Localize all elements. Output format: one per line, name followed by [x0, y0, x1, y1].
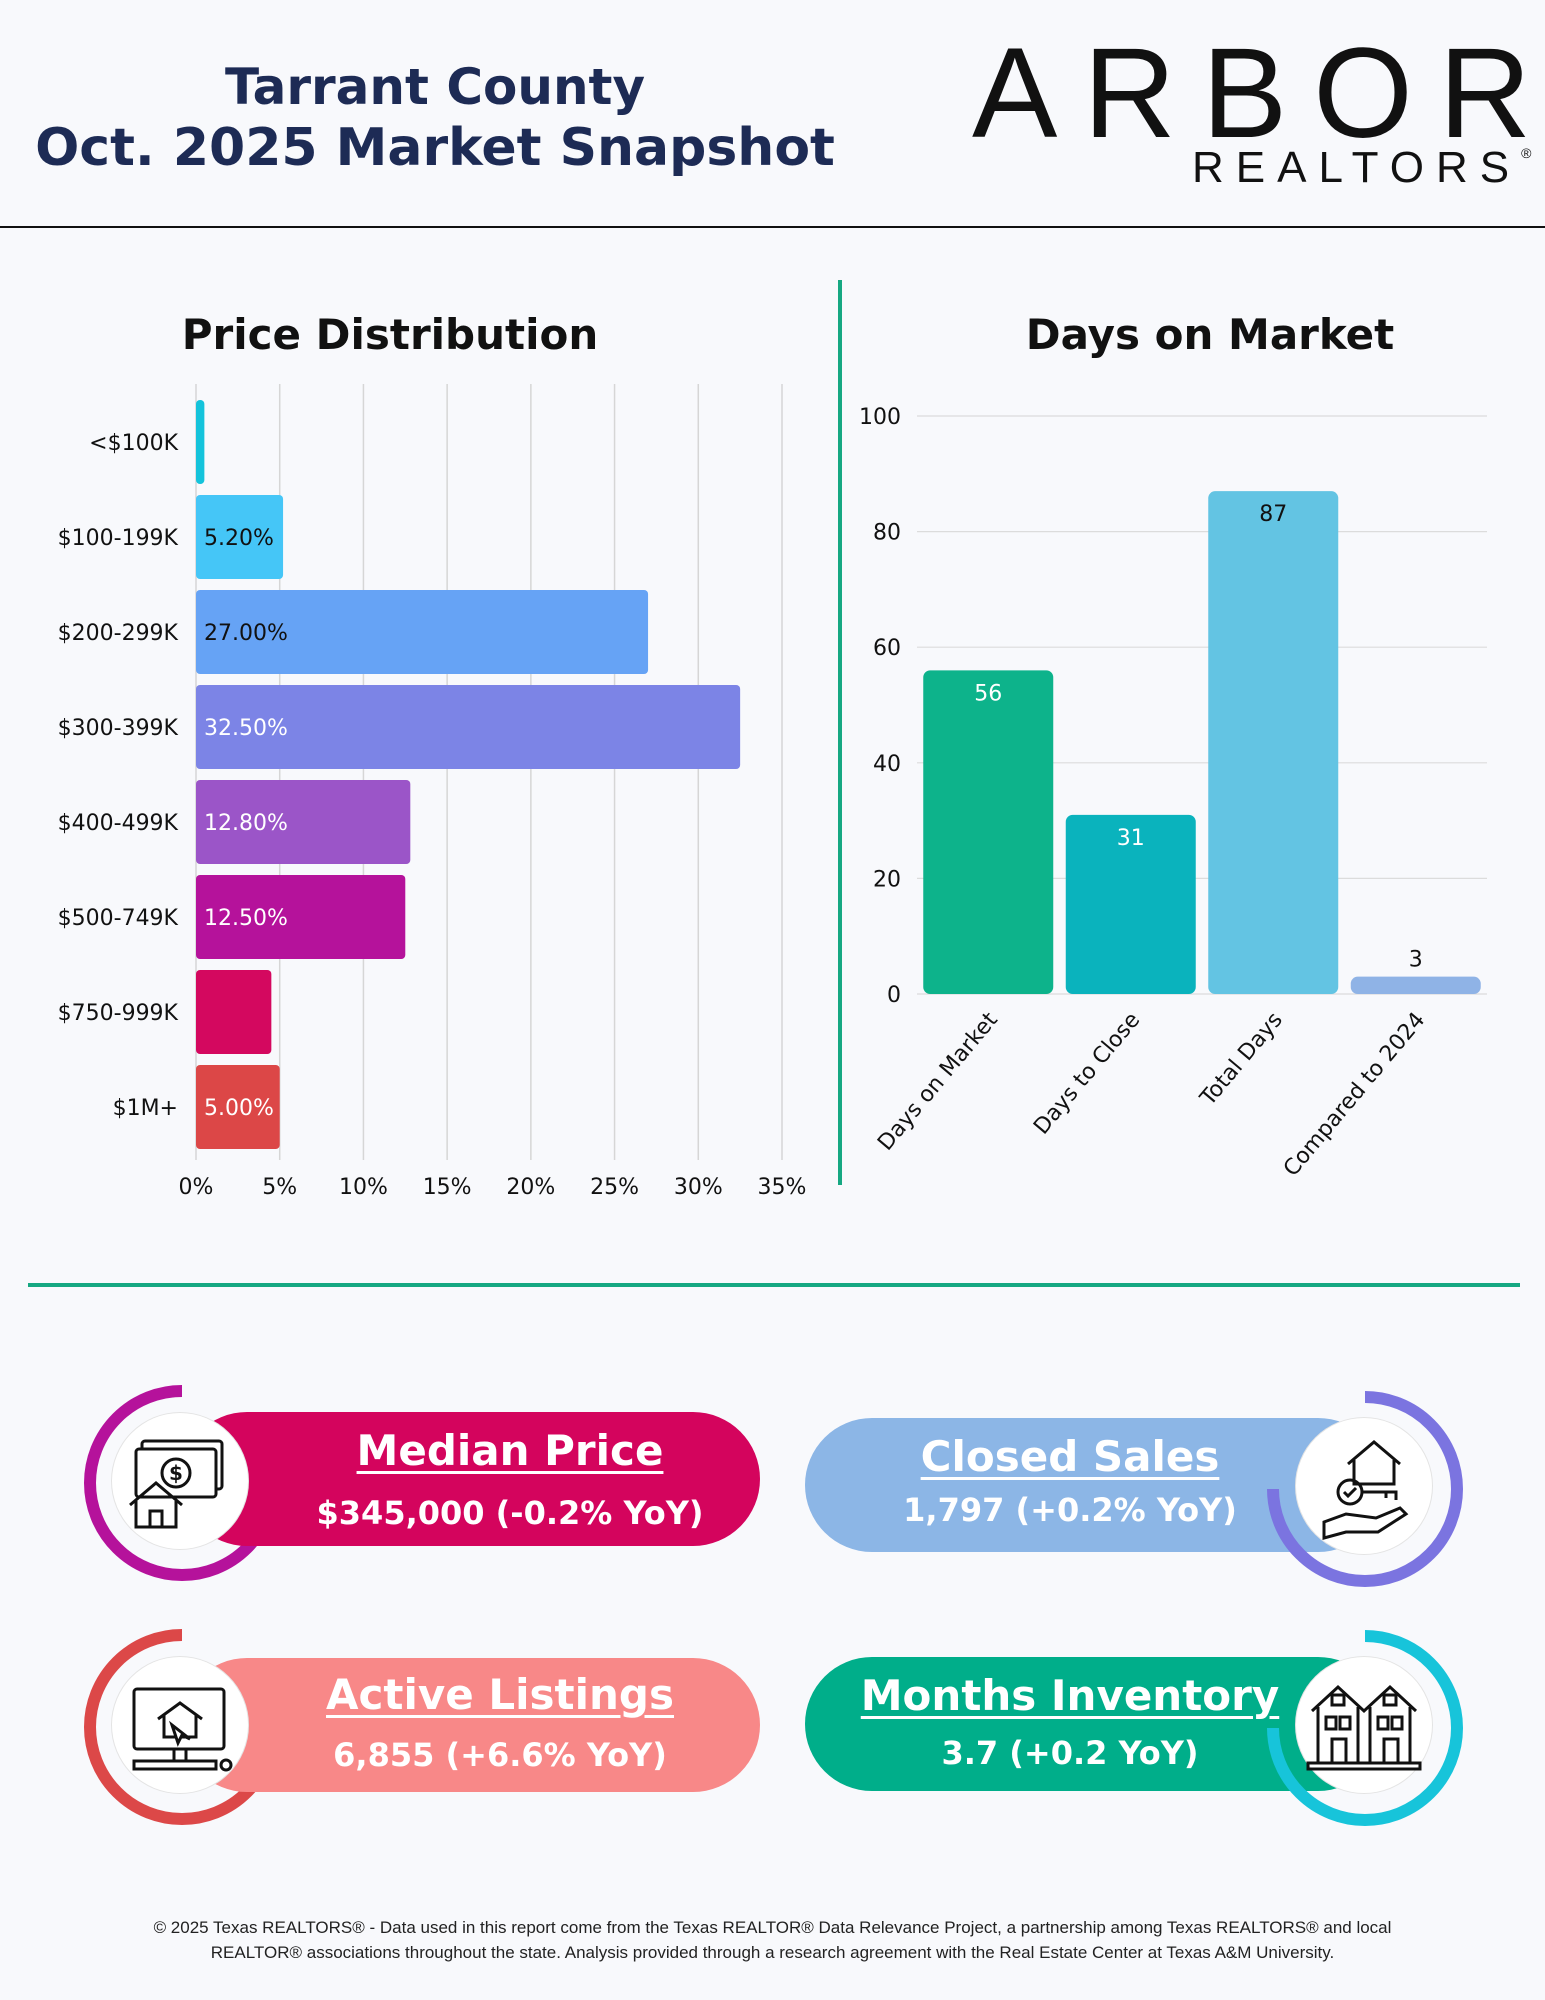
- y-tick-label: 0: [887, 983, 901, 1008]
- x-tick-label: 30%: [674, 1175, 723, 1200]
- days-bar-label: 3: [1409, 948, 1423, 973]
- days-bar: [1065, 814, 1196, 994]
- x-tick-label: Days on Market: [873, 1008, 1003, 1156]
- active-listings-value: 6,855 (+6.6% YoY): [333, 1736, 667, 1774]
- page-title-county: Tarrant County: [224, 58, 646, 116]
- price-bar-label: 5.20%: [204, 526, 274, 551]
- closed-sales-title: Closed Sales: [920, 1432, 1220, 1481]
- y-tick-label: 40: [873, 752, 901, 777]
- money-house-icon: $: [129, 1439, 224, 1529]
- closed-sales-ring: [1267, 1391, 1463, 1587]
- footer-disclaimer: © 2025 Texas REALTORS® - Data used in th…: [50, 1915, 1495, 1965]
- y-tick-label: 80: [873, 521, 901, 546]
- price-distribution-chart: 0% 5% 10% 15% 20% 25% 30% 35% <$100K $100-199K 5.2…: [58, 384, 807, 1200]
- days-on-market-chart: 0 20 40 60 80 100 56 Days on Market 31 Days to Cl…: [859, 405, 1487, 1182]
- logo-subtitle-text: REALTORS: [1192, 143, 1522, 192]
- y-tick-label: $500-749K: [58, 906, 179, 931]
- median-price-title: Median Price: [356, 1426, 664, 1475]
- median-price-icon-circle: $: [112, 1413, 248, 1549]
- townhouses-icon: [1306, 1684, 1422, 1771]
- computer-house-icon: [132, 1687, 233, 1772]
- header-divider: [0, 226, 1545, 228]
- price-bar-label: 12.80%: [204, 811, 288, 836]
- active-listings-pill: [180, 1658, 760, 1792]
- price-bar-label: 12.50%: [204, 906, 288, 931]
- x-tick-label: 35%: [758, 1175, 807, 1200]
- closed-sales-icon-circle: [1296, 1418, 1432, 1554]
- y-tick-label: $750-999K: [58, 1001, 179, 1026]
- svg-text:$: $: [169, 1461, 183, 1485]
- closed-sales-value: 1,797 (+0.2% YoY): [903, 1491, 1237, 1529]
- months-inventory-icon-circle: [1296, 1657, 1432, 1793]
- days-on-market-title: Days on Market: [1025, 310, 1395, 359]
- days-bar-label: 31: [1117, 826, 1145, 851]
- days-bar-label: 87: [1259, 502, 1287, 527]
- price-bar-label: 27.00%: [204, 621, 288, 646]
- price-bar-label: 32.50%: [204, 716, 288, 741]
- days-bar: [1208, 491, 1339, 994]
- price-bar: [196, 590, 649, 674]
- page-title-snapshot: Oct. 2025 Market Snapshot: [35, 118, 835, 178]
- months-inventory-ring: [1267, 1630, 1463, 1826]
- price-bar: [196, 1065, 280, 1149]
- y-tick-label: $1M+: [113, 1096, 178, 1121]
- chart-divider: [838, 280, 842, 1185]
- y-tick-label: 20: [873, 867, 901, 892]
- price-bar: [196, 875, 406, 959]
- x-tick-label: Compared to 2024: [1279, 1008, 1430, 1182]
- days-bar-label: 56: [974, 681, 1002, 706]
- x-tick-label: 0%: [179, 1175, 214, 1200]
- x-tick-label: 5%: [262, 1175, 297, 1200]
- price-bar: [196, 780, 411, 864]
- logo-wordmark: ARBOR: [972, 22, 1545, 165]
- months-inventory-value: 3.7 (+0.2 YoY): [941, 1734, 1199, 1772]
- x-tick-label: 10%: [339, 1175, 388, 1200]
- x-tick-label: 20%: [506, 1175, 555, 1200]
- days-bar: [1350, 976, 1481, 994]
- logo-registered-mark: ®: [1521, 145, 1532, 161]
- price-bar: [196, 970, 272, 1054]
- price-bar: [196, 685, 741, 769]
- y-tick-label: $300-399K: [58, 716, 179, 741]
- days-bar: [923, 670, 1054, 994]
- key-hand-house-icon: [1322, 1440, 1409, 1540]
- price-bar: [196, 495, 284, 579]
- y-tick-label: <$100K: [89, 431, 178, 456]
- logo-subtitle: REALTORS®: [1192, 146, 1531, 190]
- y-tick-label: 100: [859, 405, 901, 430]
- section-divider: [28, 1283, 1520, 1287]
- x-tick-label: Days to Close: [1029, 1008, 1145, 1140]
- x-tick-label: 15%: [423, 1175, 472, 1200]
- price-bar: [196, 400, 205, 484]
- median-price-value: $345,000 (-0.2% YoY): [316, 1494, 704, 1532]
- y-tick-label: 60: [873, 636, 901, 661]
- price-distribution-title: Price Distribution: [181, 310, 599, 359]
- footer-line-2: REALTOR® associations throughout the sta…: [210, 1943, 1335, 1962]
- y-tick-label: $100-199K: [58, 526, 179, 551]
- y-tick-label: $400-499K: [58, 811, 179, 836]
- x-tick-label: 25%: [590, 1175, 639, 1200]
- median-price-pill: [180, 1412, 760, 1546]
- active-listings-title: Active Listings: [326, 1670, 674, 1719]
- months-inventory-title: Months Inventory: [860, 1671, 1280, 1720]
- footer-line-1: © 2025 Texas REALTORS® - Data used in th…: [153, 1918, 1392, 1937]
- price-bar-label: 5.00%: [204, 1096, 274, 1121]
- active-listings-icon-circle: [112, 1657, 248, 1793]
- x-tick-label: Total Days: [1195, 1008, 1288, 1112]
- y-tick-label: $200-299K: [58, 621, 179, 646]
